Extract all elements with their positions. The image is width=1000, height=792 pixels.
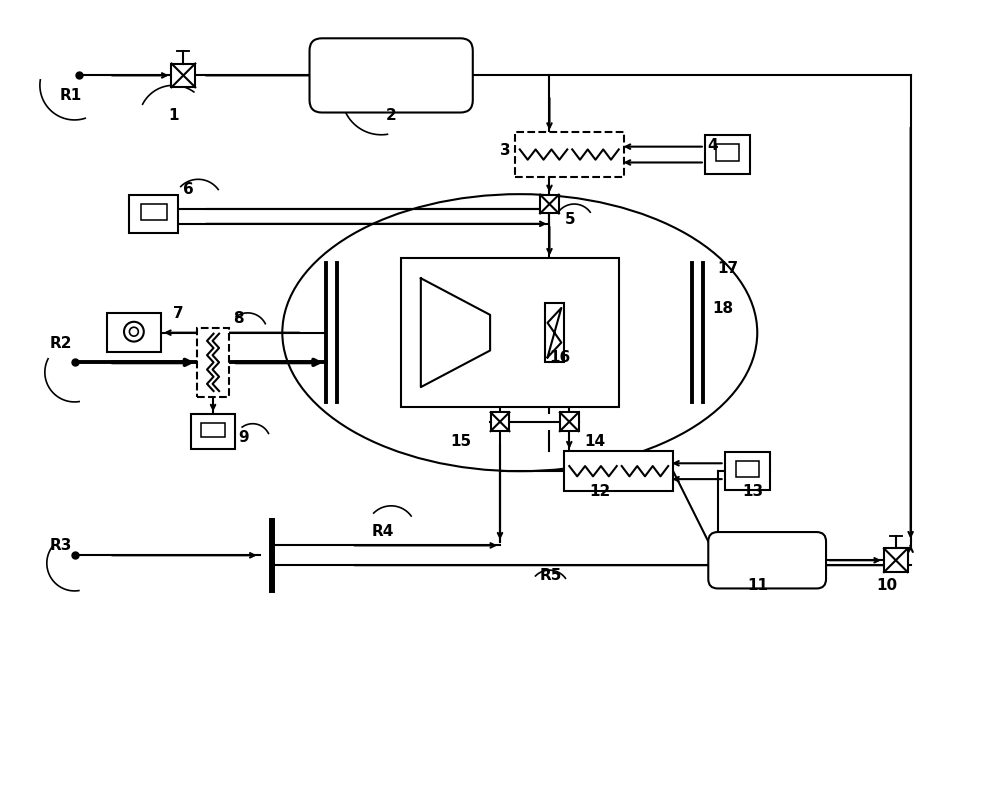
Bar [716, 144, 739, 161]
Ellipse shape [282, 194, 757, 471]
Text: 1: 1 [169, 108, 179, 123]
FancyBboxPatch shape [708, 532, 826, 588]
Bar [540, 195, 559, 213]
Text: R2: R2 [50, 336, 72, 351]
Text: R5: R5 [540, 568, 562, 583]
Text: 3: 3 [500, 143, 511, 158]
Bar [197, 328, 229, 397]
Bar [736, 462, 759, 478]
Bar [401, 258, 619, 407]
Bar [107, 313, 161, 352]
Text: 13: 13 [742, 484, 764, 499]
Text: R1: R1 [60, 88, 82, 103]
Bar [191, 414, 235, 449]
Text: 5: 5 [564, 211, 575, 227]
Text: 2: 2 [386, 108, 397, 123]
Bar [201, 423, 225, 437]
Bar [884, 548, 908, 572]
Text: 10: 10 [876, 578, 897, 593]
Bar [129, 195, 178, 233]
Bar [141, 204, 167, 220]
Bar [725, 452, 770, 490]
Text: 7: 7 [173, 306, 184, 321]
Bar [545, 303, 564, 363]
Bar [705, 135, 750, 174]
Text: 17: 17 [718, 261, 739, 276]
Text: 9: 9 [238, 429, 248, 444]
Text: 4: 4 [708, 138, 718, 153]
Text: 15: 15 [451, 435, 472, 450]
Polygon shape [421, 278, 490, 387]
Text: 11: 11 [747, 578, 768, 593]
Text: R3: R3 [50, 539, 72, 554]
Text: R4: R4 [371, 524, 394, 539]
Bar [564, 451, 673, 491]
Text: 12: 12 [589, 484, 610, 499]
Text: 8: 8 [233, 310, 243, 326]
Text: 16: 16 [549, 350, 571, 365]
Text: 6: 6 [183, 182, 194, 197]
FancyBboxPatch shape [310, 38, 473, 112]
Bar [171, 63, 195, 87]
Text: 18: 18 [713, 301, 734, 316]
Polygon shape [547, 308, 561, 357]
Bar [491, 413, 509, 431]
Text: 14: 14 [584, 435, 605, 450]
Bar [560, 413, 579, 431]
Bar [515, 132, 624, 177]
